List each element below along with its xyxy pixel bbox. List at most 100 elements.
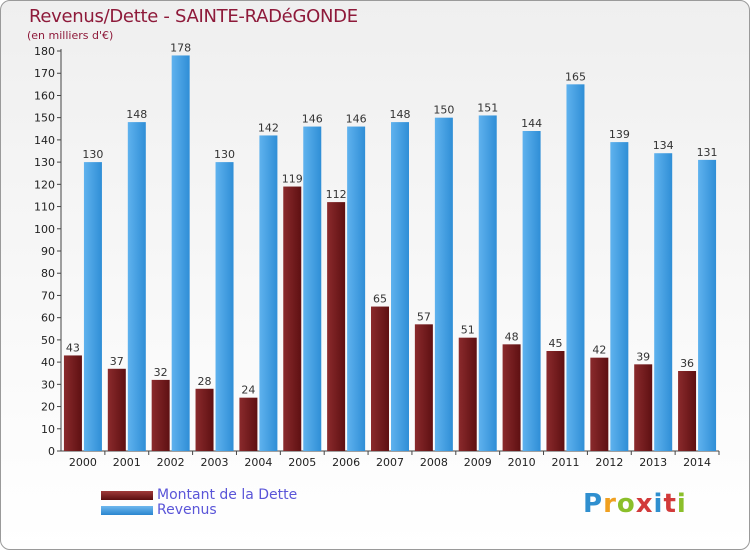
bar-dette bbox=[414, 324, 433, 451]
data-label-dette: 37 bbox=[110, 355, 124, 368]
x-tick-label: 2011 bbox=[551, 456, 579, 469]
x-tick-label: 2012 bbox=[595, 456, 623, 469]
bar-revenus bbox=[522, 131, 541, 451]
legend-item-revenus: Revenus bbox=[101, 502, 217, 518]
bar-dette bbox=[107, 368, 126, 451]
bar-dette bbox=[151, 379, 170, 451]
data-label-dette: 24 bbox=[241, 384, 255, 397]
data-label-dette: 48 bbox=[505, 330, 519, 343]
bar-dette bbox=[371, 306, 389, 451]
proxiti-logo: Proxiti bbox=[583, 489, 687, 519]
data-label-revenus: 130 bbox=[214, 148, 235, 161]
bar-revenus bbox=[698, 159, 717, 451]
bar-dette bbox=[634, 364, 653, 451]
y-tick-label: 50 bbox=[41, 334, 55, 347]
data-label-revenus: 146 bbox=[346, 113, 367, 126]
data-label-revenus: 131 bbox=[697, 146, 718, 159]
bar-revenus bbox=[259, 135, 278, 451]
y-tick-label: 130 bbox=[34, 156, 55, 169]
bar-revenus bbox=[654, 153, 673, 451]
y-tick-label: 140 bbox=[34, 134, 55, 147]
chart-subtitle: (en milliers d'€) bbox=[27, 29, 114, 42]
x-tick-label: 2010 bbox=[508, 456, 536, 469]
y-tick-label: 170 bbox=[34, 67, 55, 80]
x-tick-label: 2013 bbox=[639, 456, 667, 469]
bar-revenus bbox=[215, 162, 234, 451]
bar-revenus bbox=[610, 142, 629, 451]
bar-revenus bbox=[566, 84, 585, 451]
bar-dette bbox=[239, 397, 258, 451]
data-label-revenus: 165 bbox=[565, 70, 586, 83]
x-tick-label: 2005 bbox=[288, 456, 316, 469]
x-tick-label: 2008 bbox=[420, 456, 448, 469]
bar-revenus bbox=[83, 162, 102, 451]
y-tick-label: 120 bbox=[34, 178, 55, 191]
x-tick-label: 2006 bbox=[332, 456, 360, 469]
legend-label-revenus: Revenus bbox=[157, 502, 217, 518]
bar-revenus bbox=[434, 117, 453, 452]
data-label-dette: 112 bbox=[326, 188, 347, 201]
data-label-revenus: 146 bbox=[302, 113, 323, 126]
legend-swatch-dette bbox=[101, 490, 153, 500]
y-tick-label: 20 bbox=[41, 401, 55, 414]
bar-dette bbox=[327, 202, 346, 451]
data-label-dette: 28 bbox=[198, 375, 212, 388]
legend-swatch-revenus bbox=[101, 505, 153, 515]
data-label-revenus: 178 bbox=[170, 41, 191, 54]
data-label-revenus: 151 bbox=[477, 101, 498, 114]
y-tick-label: 150 bbox=[34, 112, 55, 125]
bar-dette bbox=[195, 388, 214, 451]
data-label-revenus: 144 bbox=[521, 117, 542, 130]
data-label-dette: 42 bbox=[592, 344, 606, 357]
x-tick-label: 2014 bbox=[683, 456, 711, 469]
data-label-revenus: 148 bbox=[390, 108, 411, 121]
data-label-revenus: 134 bbox=[653, 139, 674, 152]
y-tick-label: 100 bbox=[34, 223, 55, 236]
x-tick-label: 2002 bbox=[157, 456, 185, 469]
bar-revenus bbox=[127, 122, 146, 451]
bar-dette bbox=[546, 351, 565, 451]
data-label-revenus: 142 bbox=[258, 121, 279, 134]
y-tick-label: 110 bbox=[34, 201, 55, 214]
data-label-dette: 39 bbox=[636, 350, 650, 363]
bar-dette bbox=[590, 357, 609, 451]
legend-label-dette: Montant de la Dette bbox=[157, 487, 298, 503]
data-label-revenus: 139 bbox=[609, 128, 630, 141]
y-tick-label: 80 bbox=[41, 267, 55, 280]
data-label-dette: 43 bbox=[66, 341, 80, 354]
bar-revenus bbox=[171, 55, 190, 451]
data-label-revenus: 150 bbox=[433, 104, 454, 117]
bar-dette bbox=[283, 186, 302, 452]
x-tick-label: 2007 bbox=[376, 456, 404, 469]
x-tick-label: 2003 bbox=[201, 456, 229, 469]
y-tick-label: 0 bbox=[48, 445, 55, 458]
legend-item-dette: Montant de la Dette bbox=[101, 487, 297, 503]
bar-dette bbox=[63, 355, 82, 451]
data-label-dette: 51 bbox=[461, 324, 475, 337]
data-label-dette: 45 bbox=[548, 337, 562, 350]
bar-revenus bbox=[347, 126, 366, 452]
bar-dette bbox=[458, 337, 477, 451]
data-label-dette: 32 bbox=[154, 366, 168, 379]
x-tick-label: 2001 bbox=[113, 456, 141, 469]
bar-revenus bbox=[478, 115, 497, 451]
data-label-dette: 57 bbox=[417, 310, 431, 323]
bar-dette bbox=[502, 344, 521, 451]
y-tick-label: 40 bbox=[41, 356, 55, 369]
data-label-dette: 119 bbox=[282, 173, 303, 186]
x-tick-label: 2009 bbox=[464, 456, 492, 469]
y-tick-label: 160 bbox=[34, 89, 55, 102]
y-tick-label: 180 bbox=[34, 45, 55, 58]
x-tick-label: 2004 bbox=[244, 456, 272, 469]
bar-revenus bbox=[303, 126, 322, 452]
y-tick-label: 30 bbox=[41, 378, 55, 391]
data-label-dette: 65 bbox=[373, 293, 387, 306]
data-label-dette: 36 bbox=[680, 357, 694, 370]
x-tick-label: 2000 bbox=[69, 456, 97, 469]
y-tick-label: 10 bbox=[41, 423, 55, 436]
chart-title: Revenus/Dette - SAINTE-RADéGONDE bbox=[29, 6, 358, 27]
data-label-revenus: 130 bbox=[82, 148, 103, 161]
y-tick-label: 70 bbox=[41, 289, 55, 302]
